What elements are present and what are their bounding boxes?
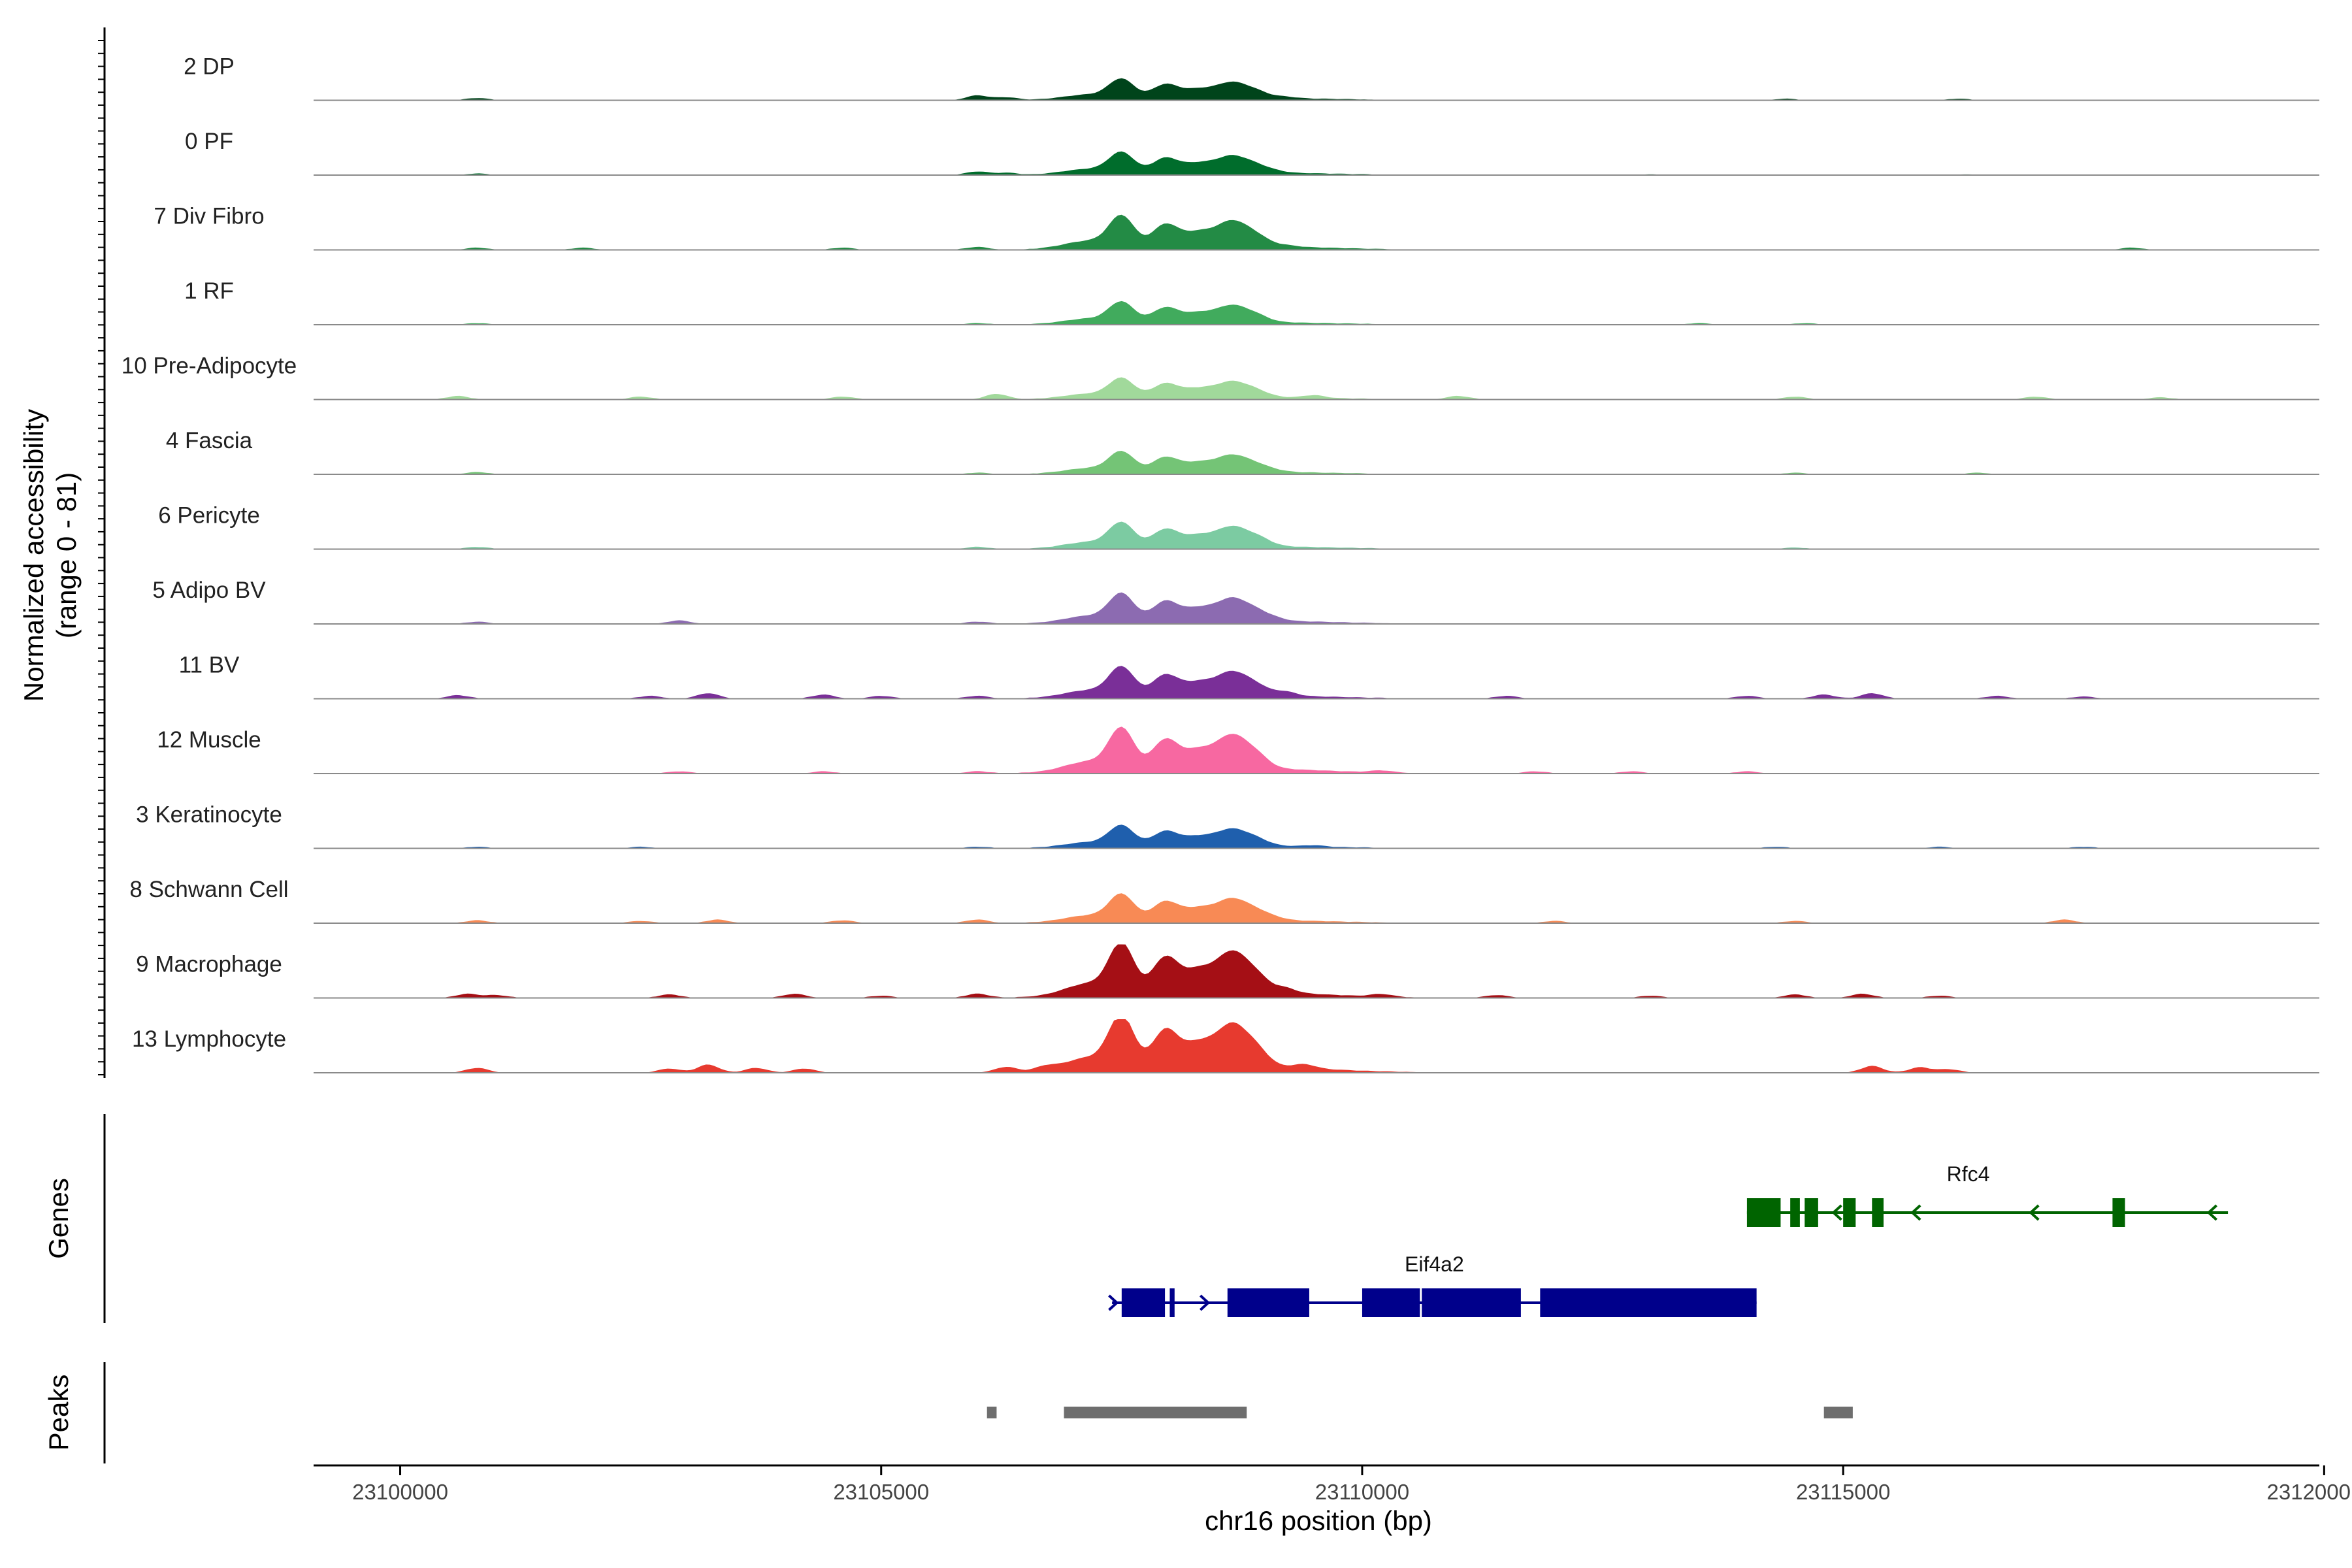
strand-arrow (1910, 1204, 1921, 1221)
x-axis-title: chr16 position (bp) (1205, 1505, 1432, 1536)
genes-panel-title: Genes (43, 1178, 74, 1259)
track-label: 11 BV (179, 653, 240, 678)
track-label: 6 Pericyte (158, 503, 260, 529)
track-label: 7 Div Fibro (154, 204, 264, 229)
peak-region (987, 1407, 997, 1418)
coverage-area (390, 666, 2276, 699)
peak-regions (987, 1407, 1853, 1418)
coverage-track: 13 Lymphocyte (132, 1019, 2319, 1073)
coverage-area (390, 521, 2276, 549)
gene-exon (1362, 1288, 1420, 1317)
coverage-track: 3 Keratinocyte (136, 802, 2319, 849)
peak-region (1064, 1407, 1247, 1418)
coverage-area (390, 301, 2276, 325)
track-label: 4 Fascia (166, 428, 253, 453)
track-label: 2 DP (184, 54, 235, 80)
gene-model: Eif4a2 (1108, 1252, 1757, 1317)
gene-exon (1872, 1198, 1884, 1227)
track-label: 0 PF (185, 129, 233, 154)
gene-exon (1227, 1288, 1309, 1317)
gene-label: Eif4a2 (1405, 1252, 1464, 1276)
gene-exon (1169, 1288, 1175, 1317)
x-tick-label: 23115000 (1796, 1480, 1890, 1504)
coverage-area (390, 944, 2276, 998)
gene-model: Rfc4 (1746, 1162, 2229, 1227)
strand-arrow (1108, 1294, 1119, 1311)
coverage-area (390, 151, 2276, 175)
gene-exon (1422, 1288, 1521, 1317)
coverage-tracks: 2 DP 0 PF 7 Div Fibro 1 RF 10 Pre-Adipocyte 4… (122, 54, 2319, 1073)
coverage-track: 6 Pericyte (158, 503, 2319, 550)
coverage-track: 12 Muscle (157, 727, 2319, 774)
gene-annotations: Rfc4 Eif4a2 (1108, 1162, 2229, 1317)
gene-exon (1746, 1198, 1781, 1227)
coverage-area (390, 451, 2276, 474)
coverage-area (390, 592, 2276, 624)
gene-exon (1805, 1198, 1818, 1227)
track-label: 10 Pre-Adipocyte (122, 353, 297, 379)
y-axis-range: (range 0 - 81) (51, 472, 82, 638)
coverage-track: 10 Pre-Adipocyte (122, 353, 2319, 400)
coverage-area (390, 893, 2276, 923)
coverage-track: 8 Schwann Cell (129, 877, 2319, 924)
gene-label: Rfc4 (1947, 1162, 1990, 1186)
x-tick-label: 2312000 (2267, 1480, 2351, 1504)
coverage-track: 1 RF (184, 278, 2319, 325)
coverage-area (390, 214, 2276, 250)
strand-arrow (1831, 1204, 1842, 1221)
gene-exon (1843, 1198, 1856, 1227)
strand-arrow (1200, 1294, 1211, 1311)
coverage-area (390, 727, 2276, 774)
strand-arrow (2206, 1204, 2218, 1221)
x-tick-label: 23105000 (833, 1480, 929, 1504)
strand-arrow (2029, 1204, 2040, 1221)
coverage-track: 2 DP (184, 54, 2319, 101)
x-axis-ticks: 23100000 23105000 23110000 23115000 2312000 (352, 1465, 2351, 1504)
coverage-track: 7 Div Fibro (154, 204, 2319, 251)
track-label: 9 Macrophage (136, 952, 282, 977)
coverage-area (390, 78, 2276, 101)
track-label: 3 Keratinocyte (136, 802, 282, 828)
coverage-area (390, 377, 2276, 400)
track-label: 12 Muscle (157, 727, 261, 753)
gene-exon (2112, 1198, 2125, 1227)
y-axis-title: Normalized accessibility (18, 409, 49, 702)
coverage-area (390, 825, 2276, 849)
track-label: 13 Lymphocyte (132, 1026, 286, 1052)
track-label: 1 RF (184, 278, 234, 304)
gene-exon (1790, 1198, 1800, 1227)
peak-region (1823, 1407, 1853, 1418)
coverage-y-ticks (98, 40, 105, 1075)
track-label: 5 Adipo BV (152, 578, 266, 603)
coverage-track: 9 Macrophage (136, 944, 2319, 999)
coverage-track: 5 Adipo BV (152, 578, 2319, 625)
track-label: 8 Schwann Cell (129, 877, 288, 902)
x-tick-label: 23110000 (1315, 1480, 1409, 1504)
gene-exon (1540, 1288, 1757, 1317)
x-tick-label: 23100000 (352, 1480, 448, 1504)
coverage-area (390, 1019, 2276, 1073)
coverage-track: 11 BV (179, 653, 2319, 700)
peaks-panel-title: Peaks (43, 1375, 74, 1451)
coverage-track: 0 PF (185, 129, 2319, 176)
coverage-track: 4 Fascia (166, 428, 2319, 475)
gene-exon (1121, 1288, 1166, 1317)
